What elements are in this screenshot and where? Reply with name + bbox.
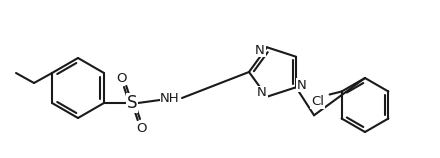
Text: Cl: Cl	[311, 95, 324, 108]
Text: N: N	[255, 44, 265, 57]
Text: O: O	[117, 72, 127, 85]
Text: N: N	[257, 86, 267, 99]
Text: S: S	[127, 94, 137, 112]
Text: NH: NH	[160, 91, 180, 104]
Text: N: N	[297, 79, 307, 92]
Text: O: O	[137, 122, 147, 134]
